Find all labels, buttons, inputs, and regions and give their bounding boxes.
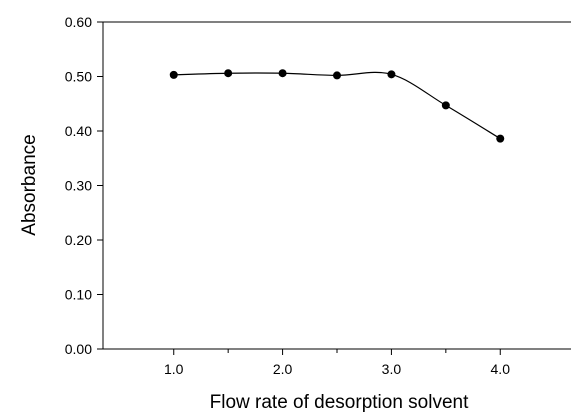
- y-tick-label: 0.40: [65, 123, 92, 139]
- y-tick-label: 0.30: [65, 178, 92, 194]
- data-point: [387, 70, 396, 79]
- data-point: [496, 134, 505, 143]
- y-axis-title: Absorbance: [19, 134, 40, 235]
- series-group: [169, 69, 505, 143]
- x-tick-label: 2.0: [273, 361, 293, 377]
- x-tick-label: 1.0: [164, 361, 184, 377]
- data-point: [169, 70, 178, 79]
- y-tick-label: 0.20: [65, 232, 92, 248]
- ticks: 0.00 0.10 0.20 0.30 0.40 0.50 0.60 1.0 2.0 3.0 4.0: [65, 14, 510, 377]
- x-tick-label: 3.0: [382, 361, 402, 377]
- y-tick-label: 0.00: [65, 341, 92, 357]
- x-axis-title: Flow rate of desorption solvent: [210, 392, 469, 413]
- data-point: [441, 101, 450, 110]
- y-tick-label: 0.10: [65, 287, 92, 303]
- data-point: [224, 69, 233, 78]
- series-line: [173, 71, 501, 140]
- x-tick-label: 4.0: [491, 361, 511, 377]
- data-point: [278, 69, 287, 78]
- data-point: [333, 71, 341, 80]
- y-tick-label: 0.60: [65, 14, 92, 30]
- y-tick-label: 0.50: [65, 69, 92, 85]
